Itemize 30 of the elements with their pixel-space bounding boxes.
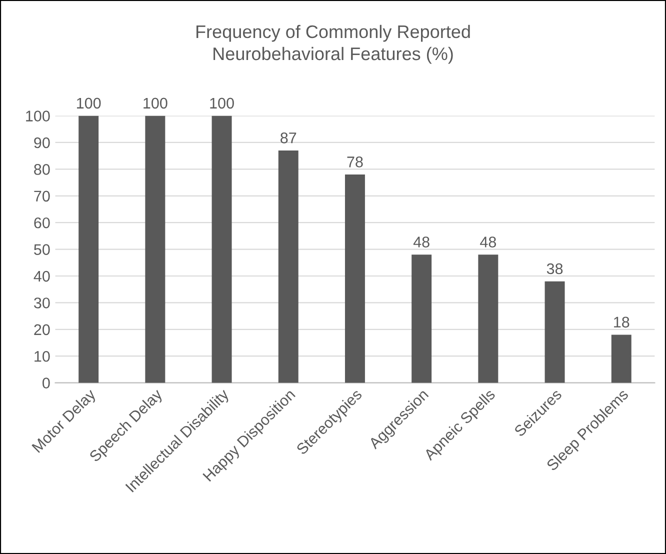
data-label: 87 bbox=[280, 132, 296, 144]
bar bbox=[212, 116, 232, 383]
y-tick-label: 90 bbox=[34, 137, 50, 148]
y-tick-label: 20 bbox=[34, 324, 50, 336]
bar bbox=[478, 254, 498, 383]
chart-title: Frequency of Commonly Reported Neurobehavioral Features (%) bbox=[196, 24, 470, 64]
y-tick-label: 50 bbox=[34, 244, 50, 255]
bar bbox=[344, 174, 365, 383]
y-tick-label: 10 bbox=[34, 350, 50, 362]
y-tick-label: 0 bbox=[42, 378, 50, 388]
bar bbox=[611, 334, 632, 383]
y-tick-label: 30 bbox=[34, 298, 50, 308]
data-label: 100 bbox=[144, 98, 168, 109]
y-tick-label: 70 bbox=[34, 190, 50, 202]
data-label: 48 bbox=[413, 236, 430, 248]
data-label: 48 bbox=[480, 236, 496, 248]
bar bbox=[145, 116, 166, 383]
data-label: 100 bbox=[77, 98, 101, 109]
y-tick-label: 100 bbox=[26, 110, 50, 122]
data-label: 18 bbox=[614, 316, 630, 328]
bar bbox=[78, 116, 99, 383]
data-label: 100 bbox=[210, 98, 234, 109]
y-tick-label: 60 bbox=[34, 217, 50, 228]
bar bbox=[544, 281, 565, 383]
y-tick-label: 40 bbox=[34, 270, 50, 282]
bar bbox=[278, 150, 298, 383]
data-label: 38 bbox=[546, 263, 563, 274]
data-label: 78 bbox=[347, 156, 363, 168]
bar bbox=[412, 254, 432, 383]
y-tick-label: 80 bbox=[34, 164, 50, 175]
